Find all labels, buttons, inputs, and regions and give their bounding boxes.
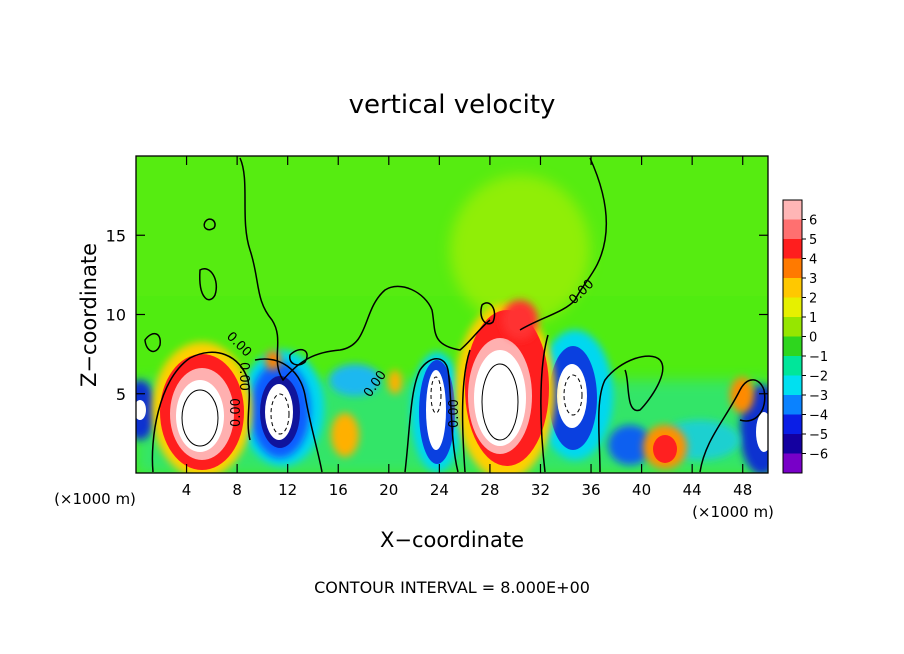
core-contour-downdraft xyxy=(270,393,290,435)
colorbar-swatch xyxy=(783,297,802,318)
downdraft-core xyxy=(426,370,446,450)
zero-contour-updraft-left xyxy=(151,351,251,473)
x-unit-left: (×1000 m) xyxy=(54,490,136,508)
downdraft-core xyxy=(756,412,768,452)
updraft-core xyxy=(331,413,359,457)
zero-contours xyxy=(144,157,766,473)
colorbar-label: −4 xyxy=(809,409,828,424)
colorbar-swatch xyxy=(783,317,802,337)
colorbar-label: −3 xyxy=(809,389,828,404)
colorbar-label: −2 xyxy=(809,370,828,385)
updraft-core xyxy=(653,435,677,463)
x-tick-label: 44 xyxy=(683,481,702,499)
zero-contour-small xyxy=(199,267,217,301)
updraft-cores xyxy=(152,300,754,473)
colorbar-swatch xyxy=(783,258,802,279)
updraft-core xyxy=(730,377,754,413)
zero-contour-small xyxy=(203,218,216,231)
x-tick-label: 28 xyxy=(480,481,499,499)
downdraft-cores xyxy=(136,330,768,473)
x-tick-label: 16 xyxy=(329,481,348,499)
zero-contour-downdraft-left xyxy=(254,358,323,473)
contour-label: 0.00 xyxy=(447,399,462,428)
colorbar-label: 4 xyxy=(809,253,817,268)
colorbar-label: 5 xyxy=(809,233,817,248)
colorbar-swatch xyxy=(783,336,802,357)
colorbar-swatch xyxy=(783,200,802,220)
colorbar-label: 6 xyxy=(809,214,817,229)
downdraft-core xyxy=(136,400,146,420)
colorbar-swatch xyxy=(783,434,802,454)
colorbar-label: 1 xyxy=(809,311,817,326)
x-tick-label: 12 xyxy=(278,481,297,499)
colorbar-label: −6 xyxy=(809,448,828,463)
core-contour-updraft xyxy=(481,363,519,441)
zero-contour-far-east xyxy=(699,379,766,473)
y-tick-label: 10 xyxy=(106,306,126,325)
chart-title: vertical velocity xyxy=(349,90,556,120)
y-tick-label: 15 xyxy=(106,226,126,245)
x-tick-label: 8 xyxy=(232,481,242,499)
colorbar-swatch xyxy=(783,356,802,376)
zero-contour-east xyxy=(598,355,664,473)
core-contours xyxy=(181,363,583,447)
colorbar-swatch xyxy=(783,278,802,298)
updraft-core xyxy=(502,300,538,340)
plot-area: 0.00 0.00 0.00 0.00 0.00 0.00 xyxy=(136,156,768,473)
colorbar-swatch xyxy=(783,239,802,259)
colorbar-swatch xyxy=(783,414,802,435)
colorbar: 6 5 4 3 2 1 0 −1 −2 −3 −4 −5 −6 xyxy=(782,199,828,474)
downdraft-weak xyxy=(329,364,381,396)
colorbar-swatch xyxy=(783,453,802,474)
zero-contour-small xyxy=(144,333,161,353)
colorbar-swatch xyxy=(783,375,802,396)
contour-label: 0.00 xyxy=(229,398,244,427)
x-axis-label: X−coordinate xyxy=(380,528,524,552)
downdraft-core xyxy=(557,364,587,428)
y-axis-label: Z−coordinate xyxy=(77,243,101,387)
field-upper-band xyxy=(136,156,768,296)
colorbar-label: 0 xyxy=(809,331,817,346)
y-tick-label: 5 xyxy=(116,385,126,404)
x-tick-label: 24 xyxy=(430,481,449,499)
x-tick-label: 4 xyxy=(182,481,192,499)
x-tick-label: 48 xyxy=(733,481,752,499)
core-contour-downdraft xyxy=(563,374,583,416)
zero-contour-central xyxy=(461,334,549,473)
glow-central xyxy=(450,175,590,325)
colorbar-label: 3 xyxy=(809,272,817,287)
zero-contour-mid xyxy=(404,358,459,473)
zero-contour-small xyxy=(289,348,308,366)
colorbar-label: −1 xyxy=(809,350,828,365)
updraft-core xyxy=(176,380,224,452)
x-tick-label: 32 xyxy=(531,481,550,499)
downdraft-weak xyxy=(608,425,652,465)
contour-label: 0.00 xyxy=(236,362,251,391)
zero-contour-right xyxy=(519,157,608,331)
x-tick-label: 20 xyxy=(379,481,398,499)
colorbar-label: 2 xyxy=(809,292,817,307)
x-unit-right: (×1000 m) xyxy=(692,503,774,521)
updraft-core xyxy=(388,370,402,394)
x-tick-label: 36 xyxy=(581,481,600,499)
zero-contour-small xyxy=(480,302,496,325)
colorbar-swatch xyxy=(783,219,802,240)
downdraft-core xyxy=(265,384,293,440)
colorbar-swatch xyxy=(783,395,802,415)
core-contour-updraft xyxy=(181,389,219,447)
colorbar-label: −5 xyxy=(809,428,828,443)
core-contour-downdraft xyxy=(430,376,442,414)
updraft-core xyxy=(474,350,526,446)
x-axis: 4 8 12 16 20 24 28 32 36 40 44 48 xyxy=(182,156,752,499)
zero-contour-main xyxy=(239,157,491,382)
y-axis: 5 10 15 xyxy=(106,226,768,404)
contour-interval-footer: CONTOUR INTERVAL = 8.000E+00 xyxy=(314,578,590,597)
x-tick-label: 40 xyxy=(632,481,651,499)
